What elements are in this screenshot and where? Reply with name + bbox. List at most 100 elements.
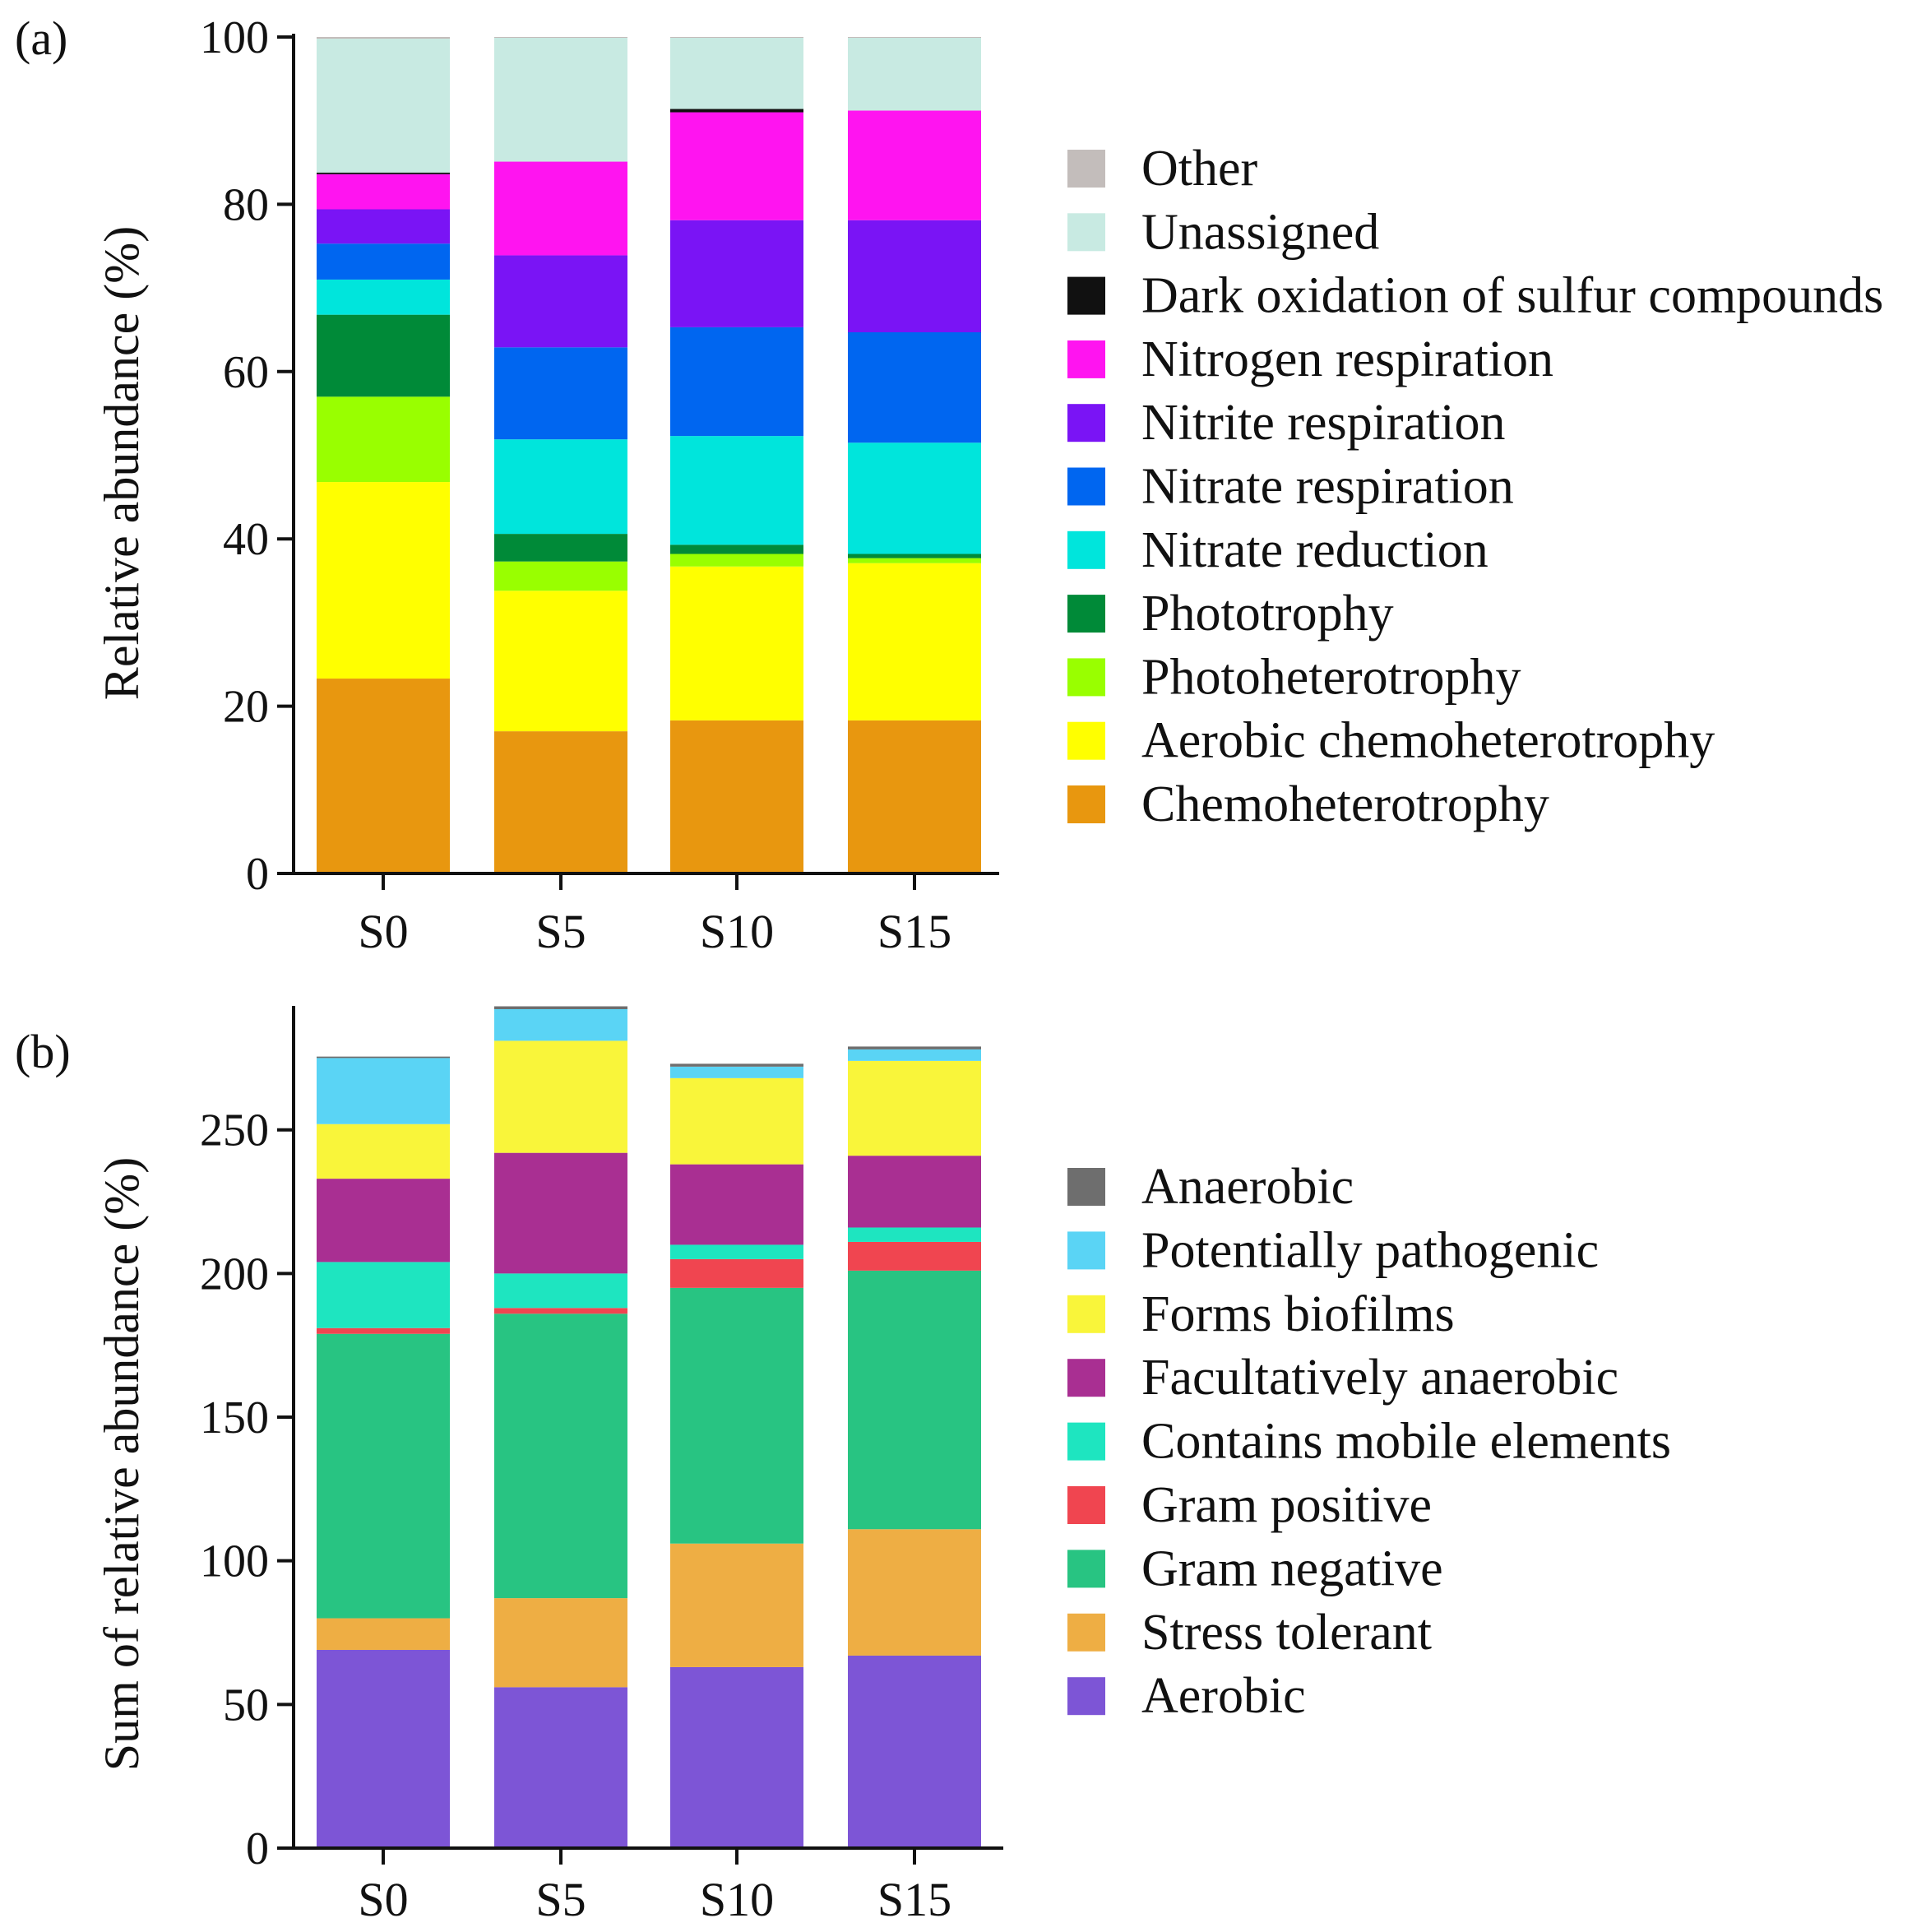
bar-s0-unassigned	[317, 39, 450, 173]
legend-swatch-other	[1067, 150, 1105, 188]
bar-s5-gram-negative	[494, 1313, 627, 1599]
bar-s0-chemoheterotrophy	[317, 679, 450, 873]
panel-label-a: (a)	[15, 12, 67, 65]
legend-swatch-gram-positive	[1067, 1486, 1105, 1524]
bar-s10-dark-oxidation-of-sulfur-compounds	[670, 109, 803, 113]
bar-s15-aerobic	[848, 1655, 981, 1848]
legend-label-aerobic: Aerobic	[1141, 1668, 1306, 1724]
bar-s15-potentially-pathogenic	[848, 1049, 981, 1061]
bar-s0-other	[317, 37, 450, 39]
y-tick-label: 100	[200, 12, 269, 63]
bar-s15-nitrite-respiration	[848, 220, 981, 333]
legend-swatch-nitrate-reduction	[1067, 530, 1105, 569]
bar-s0-contains-mobile-elements	[317, 1262, 450, 1328]
x-tick-label: S5	[535, 905, 586, 958]
legend-swatch-unassigned	[1067, 213, 1105, 252]
bar-s0-gram-positive	[317, 1327, 450, 1334]
legend-swatch-contains-mobile-elements	[1067, 1422, 1105, 1461]
axes-a: 0 20 40 60 80 100 S0 S5 S10 S15	[200, 12, 999, 958]
bar-s5-nitrite-respiration	[494, 255, 627, 348]
legend-b: Anaerobic Potentially pathogenic Forms bio…	[1067, 1159, 1671, 1724]
legend-swatch-aerobic	[1067, 1677, 1105, 1716]
y-tick-label: 20	[223, 682, 269, 733]
legend-swatch-photoheterotrophy	[1067, 658, 1105, 697]
bar-s15-facultatively-anaerobic	[848, 1156, 981, 1228]
x-tick-label: S15	[877, 1873, 951, 1926]
bar-s15-unassigned	[848, 38, 981, 111]
y-tick-label: 0	[246, 849, 269, 900]
bar-s10-gram-positive	[670, 1258, 803, 1288]
legend-label-aerobic-chemoheterotrophy: Aerobic chemoheterotrophy	[1141, 713, 1715, 769]
bar-s0-nitrate-respiration	[317, 243, 450, 280]
legend-label-chemoheterotrophy: Chemoheterotrophy	[1141, 776, 1549, 832]
legend-swatch-gram-negative	[1067, 1550, 1105, 1588]
bar-s5-chemoheterotrophy	[494, 731, 627, 873]
bar-s10-unassigned	[670, 38, 803, 109]
legend-label-anaerobic: Anaerobic	[1141, 1159, 1354, 1215]
bar-s15-aerobic-chemoheterotrophy	[848, 563, 981, 720]
legend-label-nitrite-respiration: Nitrite respiration	[1141, 395, 1505, 451]
legend-swatch-anaerobic	[1067, 1168, 1105, 1206]
bar-s15-nitrate-reduction	[848, 442, 981, 554]
bar-s15-gram-negative	[848, 1270, 981, 1530]
bar-s0-photoheterotrophy	[317, 396, 450, 483]
bar-s5-stress-tolerant	[494, 1598, 627, 1688]
legend-swatch-phototrophy	[1067, 595, 1105, 633]
y-tick-label: 150	[200, 1392, 269, 1443]
bar-s0-dark-oxidation-of-sulfur-compounds	[317, 172, 450, 174]
bar-s10-nitrogen-respiration	[670, 112, 803, 220]
legend-swatch-nitrate-respiration	[1067, 467, 1105, 506]
legend-a: Other Unassigned Dark oxidation of sulfur …	[1067, 141, 1883, 832]
bar-s10-nitrate-reduction	[670, 436, 803, 545]
bar-s5-facultatively-anaerobic	[494, 1152, 627, 1274]
bar-s0-potentially-pathogenic	[317, 1058, 450, 1124]
x-tick-label: S0	[358, 905, 408, 958]
y-tick-label: 200	[200, 1249, 269, 1300]
bar-s10-other	[670, 37, 803, 39]
bar-s10-phototrophy	[670, 544, 803, 554]
legend-swatch-nitrogen-respiration	[1067, 340, 1105, 378]
bar-s0-anaerobic	[317, 1056, 450, 1059]
bar-s0-nitrogen-respiration	[317, 174, 450, 210]
bar-s15-nitrate-respiration	[848, 332, 981, 443]
y-axis-label-b: Sum of relative abundance (%)	[95, 1157, 149, 1771]
x-tick-label: S10	[700, 1873, 774, 1926]
axes-b: 0 50 100 150 200 250 S0 S5 S10 S15	[200, 1006, 1003, 1926]
legend-label-gram-negative: Gram negative	[1141, 1541, 1443, 1596]
bar-s5-aerobic-chemoheterotrophy	[494, 591, 627, 732]
bar-s15-nitrogen-respiration	[848, 110, 981, 220]
bar-s5-photoheterotrophy	[494, 561, 627, 591]
legend-swatch-nitrite-respiration	[1067, 404, 1105, 442]
bar-s10-potentially-pathogenic	[670, 1066, 803, 1078]
legend-swatch-chemoheterotrophy	[1067, 785, 1105, 823]
bar-s15-stress-tolerant	[848, 1529, 981, 1656]
legend-label-nitrate-respiration: Nitrate respiration	[1141, 459, 1514, 515]
bar-s10-contains-mobile-elements	[670, 1244, 803, 1259]
bar-s0-nitrite-respiration	[317, 209, 450, 244]
bar-s0-forms-biofilms	[317, 1124, 450, 1179]
bar-s10-photoheterotrophy	[670, 554, 803, 567]
bar-s5-potentially-pathogenic	[494, 1009, 627, 1041]
bar-s0-facultatively-anaerobic	[317, 1179, 450, 1263]
legend-label-nitrogen-respiration: Nitrogen respiration	[1141, 331, 1553, 387]
y-tick-label: 50	[223, 1679, 269, 1730]
bar-s10-gram-negative	[670, 1287, 803, 1544]
bar-s0-stress-tolerant	[317, 1618, 450, 1650]
bar-s5-nitrogen-respiration	[494, 161, 627, 256]
legend-swatch-forms-biofilms	[1067, 1295, 1105, 1333]
bar-s10-nitrite-respiration	[670, 220, 803, 327]
y-tick-label: 80	[223, 179, 269, 230]
bar-s5-gram-positive	[494, 1308, 627, 1314]
legend-label-contains-mobile-elements: Contains mobile elements	[1141, 1414, 1671, 1470]
y-tick-label: 40	[223, 514, 269, 565]
bar-s0-phototrophy	[317, 314, 450, 397]
legend-label-forms-biofilms: Forms biofilms	[1141, 1286, 1455, 1342]
legend-label-nitrate-reduction: Nitrate reduction	[1141, 522, 1488, 578]
bar-s15-anaerobic	[848, 1046, 981, 1049]
legend-label-dark-oxidation-of-sulfur-compounds: Dark oxidation of sulfur compounds	[1141, 268, 1883, 324]
legend-swatch-aerobic-chemoheterotrophy	[1067, 721, 1105, 760]
legend-label-phototrophy: Phototrophy	[1141, 586, 1394, 642]
bar-s0-nitrate-reduction	[317, 279, 450, 315]
bar-s15-other	[848, 37, 981, 39]
